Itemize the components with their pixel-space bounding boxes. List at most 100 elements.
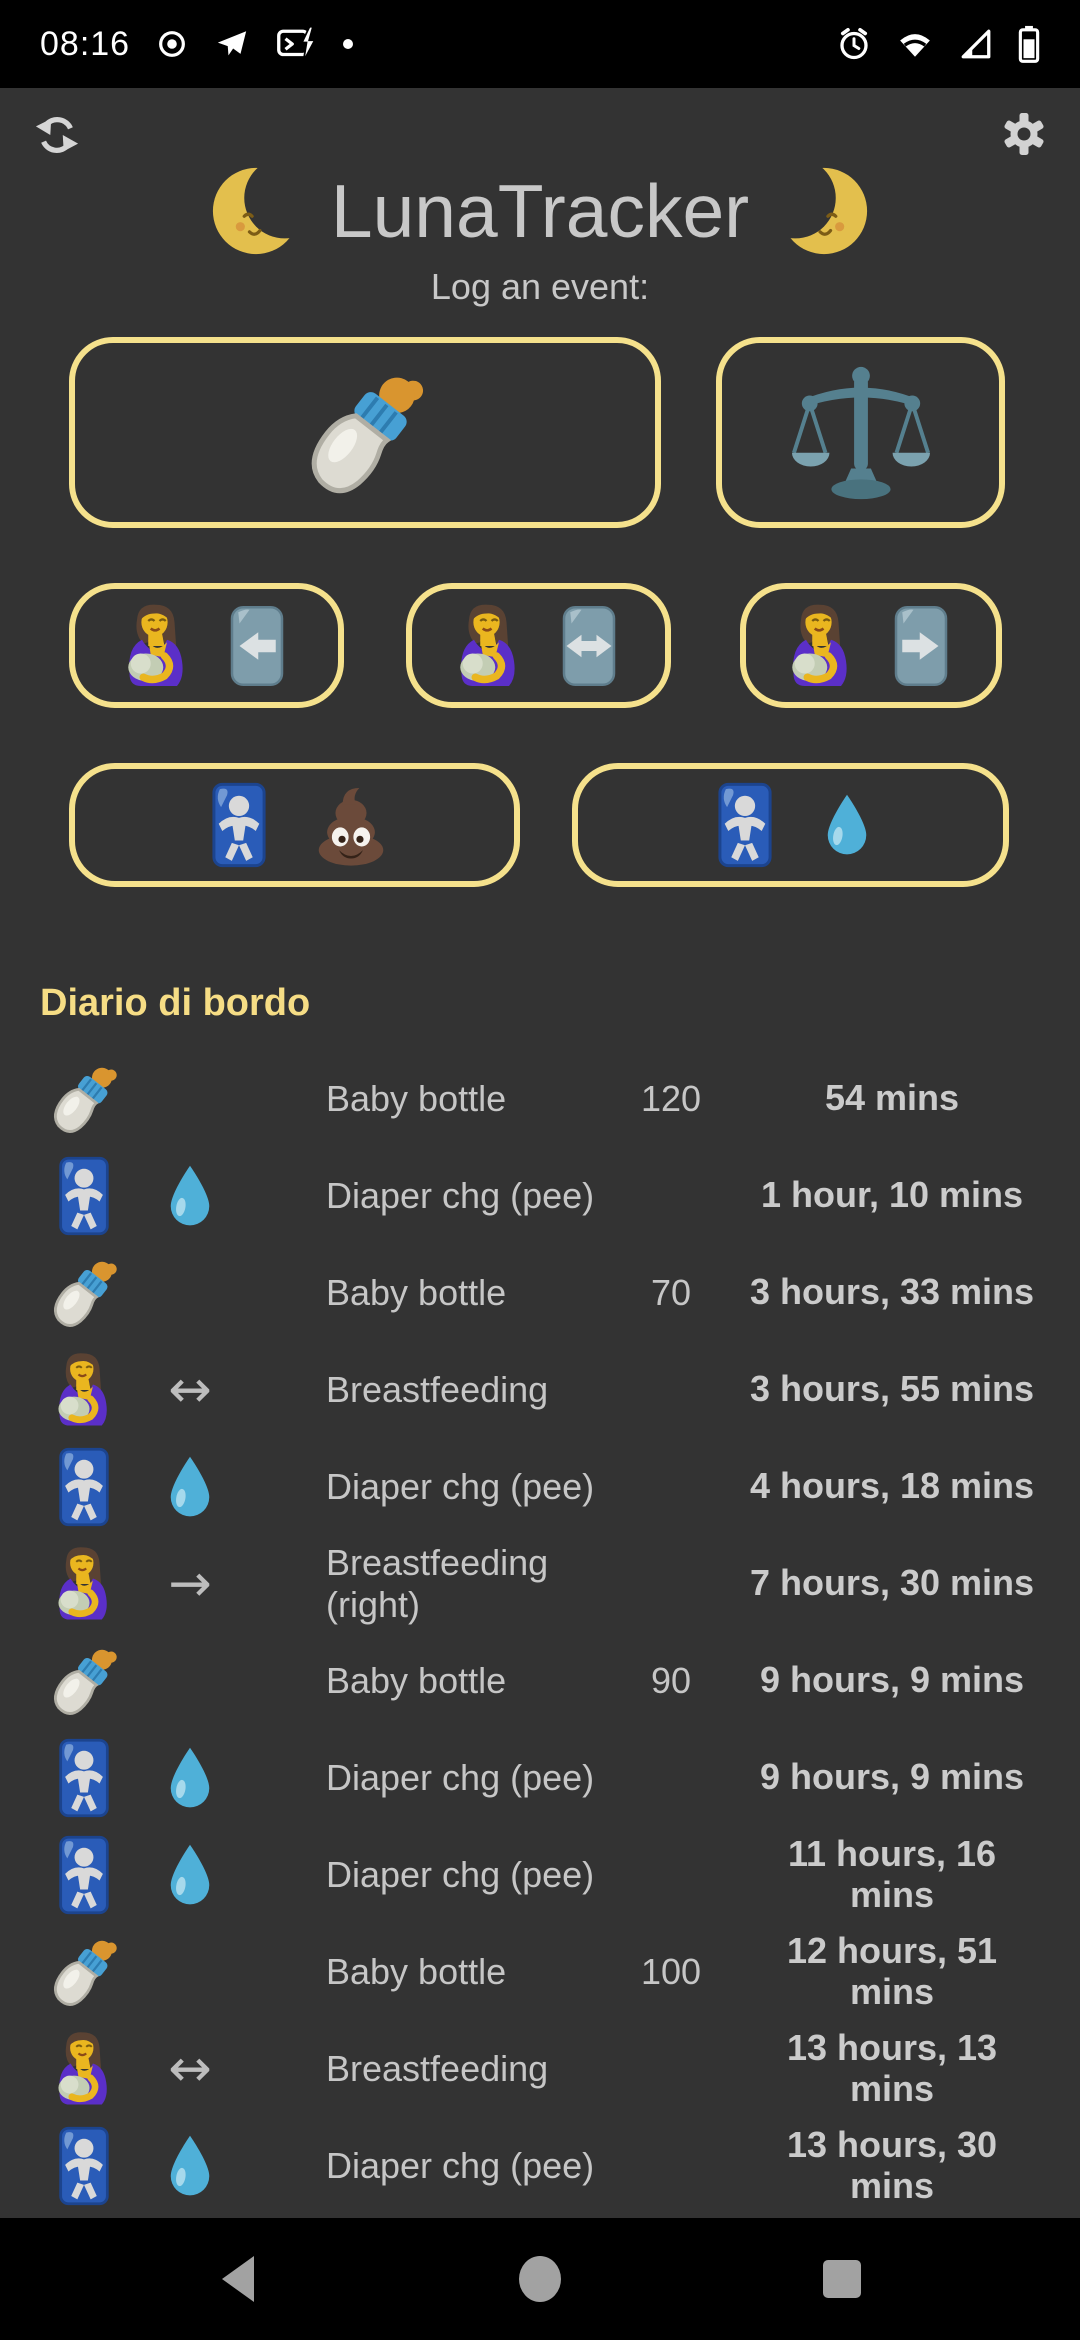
journal-row[interactable]: Diaper chg (pee) 1 hour, 10 mins [0, 1147, 1080, 1244]
status-bar: 08:16 [0, 0, 1080, 88]
bottle-icon [44, 1641, 124, 1721]
settings-button[interactable] [1000, 108, 1048, 160]
home-button[interactable] [517, 2254, 563, 2304]
event-icon [38, 1253, 130, 1333]
mother-icon [44, 1544, 124, 1624]
sign-arrow-left-icon [212, 601, 302, 691]
event-label: Baby bottle [326, 1077, 507, 1119]
event-quantity: 120 [640, 1077, 702, 1119]
arrow-both-icon: ↔ [168, 1359, 212, 1420]
journal-row[interactable]: ↔ Breastfeeding 13 hours, 13 mins [0, 2020, 1080, 2117]
journal-row[interactable]: Diaper chg (pee) 11 hours, 16 mins [0, 1826, 1080, 1923]
log-button-breastfeeding-left[interactable] [69, 583, 344, 708]
baby-sign-icon [196, 782, 282, 868]
log-button-breastfeeding-right[interactable] [740, 583, 1002, 708]
event-icon [38, 1350, 130, 1430]
sign-arrow-both-icon [544, 601, 634, 691]
journal-row[interactable]: Baby bottle 100 12 hours, 51 mins [0, 1923, 1080, 2020]
bottle-icon [44, 1059, 124, 1139]
event-sub-icon [150, 1836, 230, 1914]
event-label: Breastfeeding [326, 2047, 549, 2089]
mother-icon [44, 2029, 124, 2109]
messages-icon [277, 26, 317, 62]
event-elapsed-time: 1 hour, 10 mins [760, 1174, 1024, 1216]
event-elapsed-time: 3 hours, 55 mins [749, 1368, 1035, 1410]
bottle-icon [294, 362, 436, 504]
journal-row[interactable]: ↔ Breastfeeding 3 hours, 55 mins [0, 1341, 1080, 1438]
status-icons-right [836, 24, 1040, 64]
journal-row[interactable]: Baby bottle 70 3 hours, 33 mins [0, 1244, 1080, 1341]
baby-sign-icon [44, 2126, 124, 2206]
droplet-icon [814, 786, 880, 864]
event-quantity: 70 [650, 1271, 692, 1313]
gear-icon [1000, 108, 1048, 160]
arrow-right-icon: → [168, 1553, 212, 1614]
back-button[interactable] [218, 2254, 260, 2304]
log-button-diaper-poop[interactable] [69, 763, 520, 887]
journal-row[interactable]: Baby bottle 90 9 hours, 9 mins [0, 1632, 1080, 1729]
event-label: Baby bottle [326, 1950, 507, 1992]
droplet-icon [157, 1739, 223, 1817]
app-header: LunaTracker [0, 164, 1080, 258]
mother-icon [112, 601, 202, 691]
droplet-icon [157, 1157, 223, 1235]
baby-sign-icon [44, 1447, 124, 1527]
event-sub-icon [150, 1448, 230, 1526]
event-icon [38, 1447, 130, 1527]
sync-button[interactable] [34, 108, 80, 162]
event-icon [38, 1641, 130, 1721]
event-elapsed-time: 12 hours, 51 mins [786, 1929, 998, 2012]
scales-icon [790, 362, 932, 504]
journal-row[interactable]: Diaper chg (pee) 9 hours, 9 mins [0, 1729, 1080, 1826]
wifi-icon [900, 34, 930, 57]
mother-icon [44, 1350, 124, 1430]
journal-row[interactable]: Diaper chg (pee) 13 hours, 30 mins [0, 2117, 1080, 2214]
bottle-icon [44, 1932, 124, 2012]
event-sub-icon [150, 1739, 230, 1817]
event-label: Baby bottle [326, 1271, 507, 1313]
event-sub-icon: → [150, 1558, 230, 1610]
journal-row[interactable]: Baby bottle 120 54 mins [0, 1050, 1080, 1147]
event-elapsed-time: 9 hours, 9 mins [759, 1756, 1025, 1798]
event-label: Breastfeeding (right) [326, 1542, 549, 1625]
baby-sign-icon [44, 1156, 124, 1236]
log-button-baby-bottle[interactable] [69, 337, 661, 528]
app-title: LunaTracker [330, 169, 750, 253]
notification-dot-icon [343, 39, 354, 49]
telegram-icon [217, 31, 247, 56]
event-icon [38, 1544, 130, 1624]
event-elapsed-time: 13 hours, 13 mins [786, 2026, 998, 2109]
event-elapsed-time: 13 hours, 30 mins [786, 2123, 998, 2206]
log-button-breastfeeding-both[interactable] [406, 583, 671, 708]
event-icon [38, 1835, 130, 1915]
event-label: Diaper chg (pee) [326, 2144, 595, 2186]
event-icon [38, 1156, 130, 1236]
sign-arrow-right-icon [876, 601, 966, 691]
mother-icon [444, 601, 534, 691]
log-button-weight-scales[interactable] [716, 337, 1005, 528]
status-icons-left [156, 26, 354, 62]
sync-icon [34, 108, 80, 162]
event-sub-icon [150, 1157, 230, 1235]
mother-icon [776, 601, 866, 691]
event-label: Breastfeeding [326, 1368, 549, 1410]
baby-sign-icon [44, 1835, 124, 1915]
event-elapsed-time: 7 hours, 30 mins [749, 1562, 1035, 1604]
recents-button[interactable] [822, 2254, 862, 2304]
journal-row[interactable]: Diaper chg (pee) 4 hours, 18 mins [0, 1438, 1080, 1535]
event-sub-icon: ↔ [150, 2043, 230, 2095]
moon-left-icon [209, 164, 303, 258]
event-label: Diaper chg (pee) [326, 1756, 595, 1798]
droplet-icon [157, 2127, 223, 2205]
clock-text: 08:16 [40, 24, 131, 63]
event-label: Diaper chg (pee) [326, 1174, 595, 1216]
nav-bar [0, 2218, 1080, 2340]
event-label: Baby bottle [326, 1659, 507, 1701]
log-button-diaper-pee[interactable] [572, 763, 1009, 887]
event-sub-icon: ↔ [150, 1364, 230, 1416]
event-label: Diaper chg (pee) [326, 1853, 595, 1895]
journal-row[interactable]: → Breastfeeding (right) 7 hours, 30 mins [0, 1535, 1080, 1632]
journal-heading: Diario di bordo [40, 982, 311, 1024]
poop-icon [308, 782, 394, 868]
